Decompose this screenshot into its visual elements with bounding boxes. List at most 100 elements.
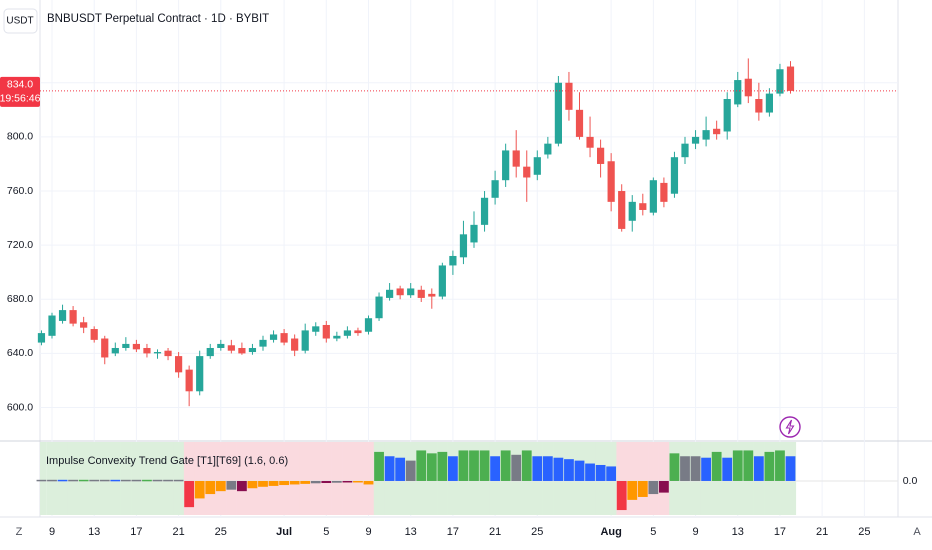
x-tick-label: 17 — [447, 526, 459, 538]
x-tick-label: 9 — [692, 526, 698, 538]
histogram-bar — [300, 480, 311, 484]
histogram-bar — [173, 479, 184, 482]
currency-button[interactable] — [3, 8, 38, 34]
regime-background — [57, 442, 69, 515]
histogram-bar — [247, 480, 258, 489]
candle-body — [48, 315, 56, 336]
x-tick-label: 13 — [732, 526, 744, 538]
candle-body — [554, 82, 562, 144]
candle-body — [628, 201, 636, 221]
candle-body — [69, 310, 77, 324]
candle-body — [723, 99, 731, 132]
candle-body — [185, 369, 193, 392]
histogram-bar — [342, 480, 353, 483]
histogram-bar — [722, 457, 733, 481]
regime-background — [268, 442, 280, 515]
x-tick-label: Jul — [276, 526, 292, 538]
candle-body — [491, 180, 499, 198]
candle-body — [280, 333, 288, 343]
regime-background — [331, 442, 343, 515]
candle-body — [90, 329, 98, 340]
candle-body — [734, 80, 742, 105]
auto-scale-button[interactable]: A — [913, 526, 921, 538]
regime-background — [658, 442, 670, 515]
candle-body — [565, 82, 573, 110]
candle-body — [586, 136, 594, 148]
candle-body — [175, 356, 183, 373]
currency[interactable]: USDT — [6, 16, 33, 27]
histogram-bar — [595, 464, 606, 481]
x-tick-label: 13 — [405, 526, 417, 538]
histogram-bar — [416, 450, 427, 481]
histogram-bar — [194, 480, 205, 499]
x-tick-label: 5 — [650, 526, 656, 538]
regime-background — [342, 442, 353, 515]
x-tick-label: 21 — [489, 526, 501, 538]
x-tick-label: 25 — [531, 526, 543, 538]
candle-body — [238, 347, 246, 354]
candle-body — [58, 310, 67, 321]
x-tick-label: 13 — [88, 526, 100, 538]
histogram-bar — [659, 480, 669, 493]
grid — [40, 0, 898, 517]
regime-background — [247, 442, 259, 515]
histogram-bar — [215, 480, 226, 492]
candle-body — [153, 352, 162, 354]
x-tick-label: Aug — [600, 526, 621, 538]
candle-body — [786, 66, 795, 91]
histogram-bar — [680, 456, 690, 481]
candle-body — [206, 347, 214, 357]
regime-background — [278, 442, 290, 515]
regime-background — [215, 442, 227, 515]
regime-background — [257, 442, 269, 515]
candle-body — [502, 150, 510, 181]
histogram-bar — [36, 479, 47, 482]
histogram-bar — [532, 456, 543, 481]
regime-background — [152, 442, 164, 515]
x-tick-label: 25 — [215, 526, 227, 538]
histogram-bar — [68, 479, 78, 482]
candle-body — [343, 330, 351, 336]
histogram-bar — [258, 480, 268, 487]
candle-body — [396, 288, 404, 296]
histogram-bar — [775, 450, 785, 481]
histogram-bar — [490, 456, 500, 481]
histogram-bar — [289, 480, 300, 485]
regime-background — [616, 442, 628, 515]
histogram-bar — [743, 450, 754, 481]
histogram-bar — [711, 451, 722, 481]
histogram-bar — [99, 479, 110, 482]
regime-background — [162, 442, 174, 515]
candle-body — [37, 333, 46, 343]
regime-background — [88, 442, 100, 515]
histogram-bar — [648, 480, 659, 495]
histogram-bar — [701, 457, 711, 481]
candle-body — [354, 330, 362, 334]
histogram-bar — [448, 456, 458, 481]
candle-body — [407, 288, 415, 296]
candle-body — [670, 157, 679, 194]
histogram-bar — [57, 479, 68, 482]
y-tick-label: 640.0 — [7, 347, 33, 359]
histogram-bar — [310, 480, 321, 484]
histogram-bar — [321, 480, 332, 484]
candle-body — [312, 326, 320, 332]
regime-background — [120, 442, 132, 515]
y-tick-label: 600.0 — [7, 401, 33, 413]
candle-body — [649, 180, 657, 213]
y-tick-label: 800.0 — [7, 131, 33, 143]
candle-body — [618, 191, 626, 229]
regime-background — [321, 442, 332, 515]
regime-background — [289, 442, 301, 515]
histogram-bar — [268, 480, 279, 486]
histogram-bar — [500, 450, 511, 481]
regime-background — [141, 442, 153, 515]
histogram-bar — [564, 459, 574, 481]
regime-background — [363, 442, 375, 515]
alert-icon[interactable] — [779, 416, 801, 438]
candle-body — [470, 224, 478, 243]
histogram-bar — [110, 479, 121, 482]
timezone-button[interactable]: Z — [16, 526, 23, 538]
candle-body — [765, 93, 773, 113]
